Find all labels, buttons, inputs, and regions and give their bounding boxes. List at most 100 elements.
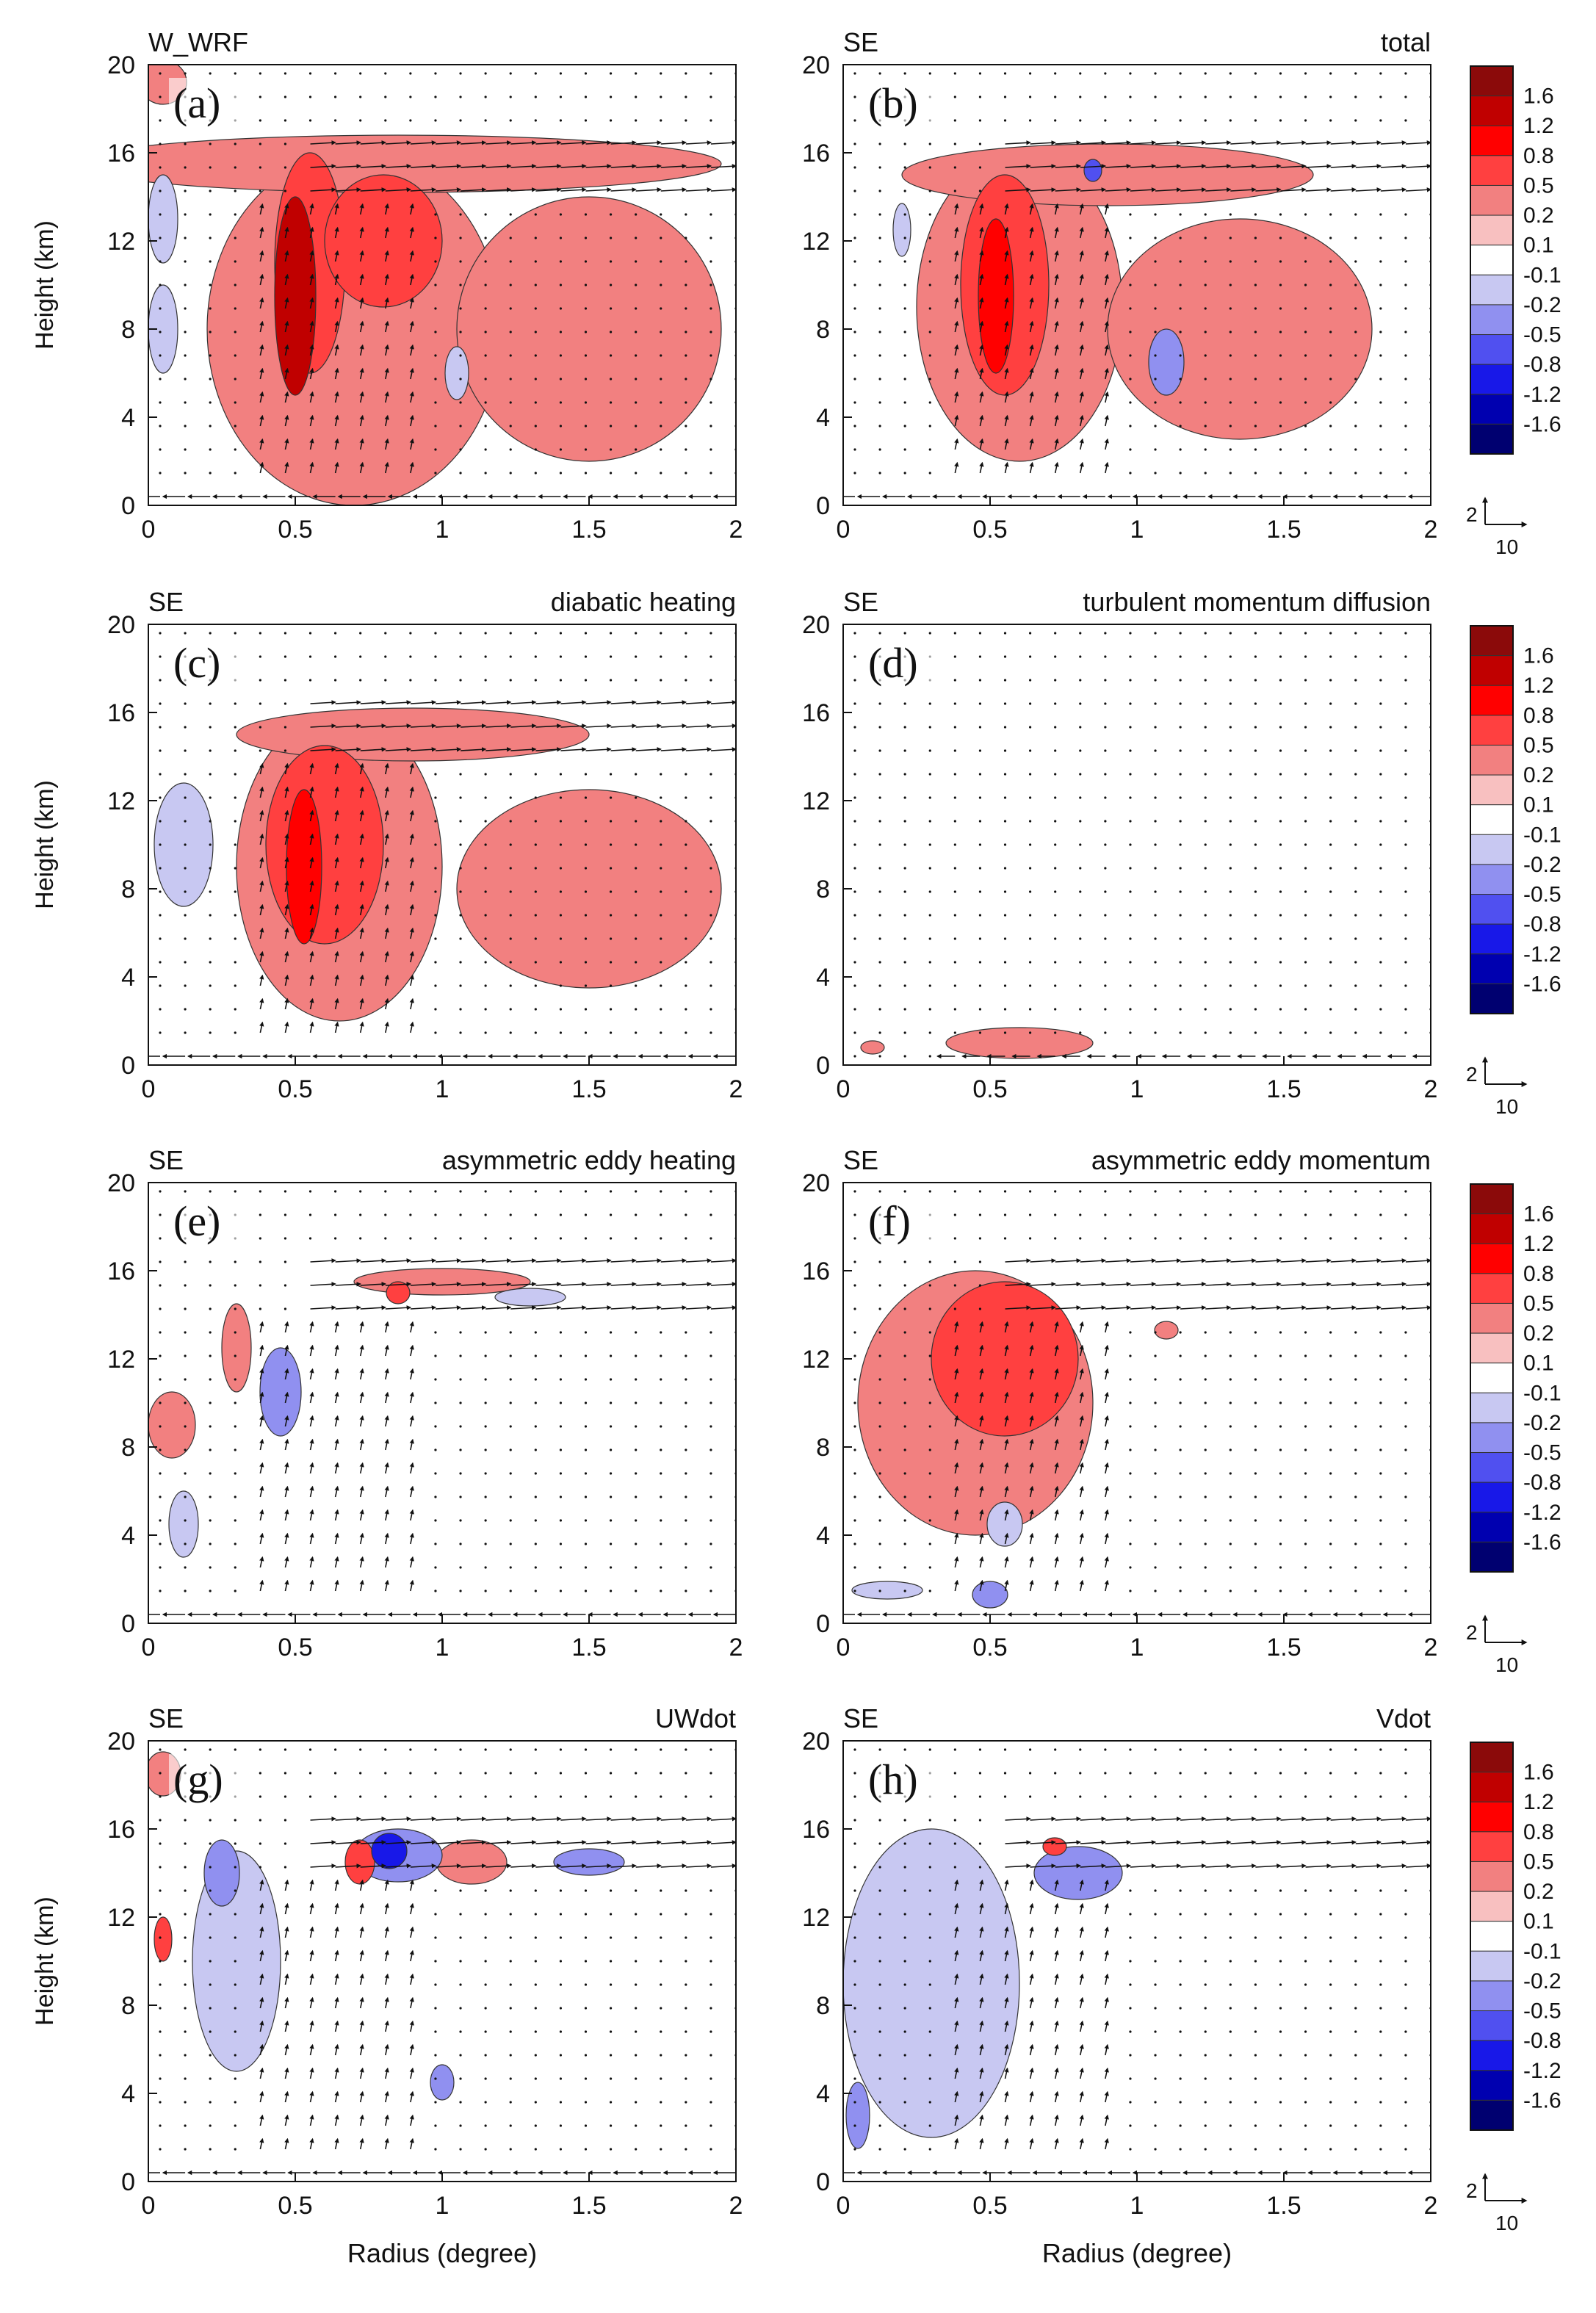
vector-dot xyxy=(1229,119,1232,122)
vector-arrow xyxy=(384,1556,389,1568)
vector-arrow xyxy=(1054,1368,1059,1380)
vector-dot xyxy=(1154,1237,1157,1240)
vector-dot xyxy=(1329,1495,1332,1498)
y-tick-label: 4 xyxy=(121,2080,135,2108)
x-tick-label: 0 xyxy=(142,2192,156,2220)
vector-dot xyxy=(609,213,613,216)
vector-arrow xyxy=(284,1926,289,1938)
vector-dot xyxy=(928,1284,931,1287)
vector-arrow xyxy=(259,1926,264,1938)
vector-arrow xyxy=(335,1816,361,1822)
vector-dot xyxy=(1329,702,1332,705)
vector-dot xyxy=(559,2077,562,2080)
vector-dot xyxy=(878,2007,881,2010)
vector-dot xyxy=(359,1190,362,1193)
vector-dot xyxy=(685,1472,687,1475)
vector-dot xyxy=(1404,1331,1407,1334)
vector-dot xyxy=(1154,820,1157,823)
vector-dot xyxy=(284,1772,287,1775)
vector-arrow xyxy=(284,297,289,309)
vector-dot xyxy=(685,1589,687,1592)
vector-dot xyxy=(1304,1913,1307,1916)
vector-arrow xyxy=(284,273,289,286)
vector-arrow xyxy=(284,1532,289,1545)
y-tick-label: 16 xyxy=(802,140,830,167)
vector-dot xyxy=(928,190,931,192)
vector-dot xyxy=(1404,843,1407,846)
colorbar-label: 0.5 xyxy=(1523,173,1554,198)
vector-arrow xyxy=(359,2067,364,2079)
y-tick-label: 20 xyxy=(802,1169,830,1197)
x-tick-label: 0.5 xyxy=(972,516,1007,544)
vector-dot xyxy=(559,632,562,635)
vector-arrow xyxy=(1029,203,1034,215)
vector-dot xyxy=(234,961,236,964)
vector-arrow xyxy=(259,1321,264,1333)
vector-dot xyxy=(1204,2030,1207,2033)
vector-dot xyxy=(1003,679,1007,682)
vector-arrow xyxy=(635,1282,662,1287)
vector-dot xyxy=(609,331,613,333)
vector-dot xyxy=(1229,2148,1232,2151)
vector-dot xyxy=(1329,632,1332,635)
vector-dot xyxy=(234,1913,236,1916)
ref-vertical-label: 2 xyxy=(1466,2179,1478,2202)
vector-dot xyxy=(509,1237,512,1240)
vector-dot xyxy=(184,914,187,917)
vector-dot xyxy=(928,749,931,752)
contour-region xyxy=(1042,1837,1067,1856)
vector-dot xyxy=(660,1213,662,1216)
vector-arrow xyxy=(685,140,712,145)
vector-dot xyxy=(1154,1960,1157,1963)
vector-dot xyxy=(559,2148,562,2151)
vector-arrow xyxy=(334,1926,339,1938)
vector-dot xyxy=(903,1866,906,1869)
vector-arrow xyxy=(1104,226,1109,239)
vector-dot xyxy=(159,1213,162,1216)
vector-arrow xyxy=(1255,1840,1282,1845)
vector-arrow xyxy=(410,164,437,169)
vector-dot xyxy=(559,472,562,474)
vector-dot xyxy=(1204,237,1207,239)
vector-dot xyxy=(1404,1748,1407,1751)
vector-arrow xyxy=(284,856,289,869)
vector-dot xyxy=(284,1795,287,1798)
vector-arrow xyxy=(360,1282,386,1287)
vector-arrow xyxy=(1005,1258,1031,1263)
vector-arrow xyxy=(1005,1816,1031,1822)
vector-arrow xyxy=(485,747,512,752)
vector-dot xyxy=(209,142,212,145)
vector-arrow xyxy=(1079,1556,1084,1568)
vector-dot xyxy=(709,843,712,846)
vector-dot xyxy=(234,1589,236,1592)
vector-dot xyxy=(853,2124,856,2127)
vector-dot xyxy=(1154,984,1157,987)
vector-dot xyxy=(1179,773,1182,776)
vector-dot xyxy=(878,702,881,705)
vector-arrow xyxy=(359,1879,364,1891)
vector-dot xyxy=(234,937,236,940)
vector-arrow xyxy=(1104,367,1109,380)
vector-dot xyxy=(1254,961,1257,964)
vector-dot xyxy=(1404,820,1407,823)
vector-dot xyxy=(509,1190,512,1193)
vector-arrow xyxy=(1029,438,1034,450)
vector-dot xyxy=(660,1031,662,1034)
vector-dot xyxy=(1129,119,1132,122)
vector-arrow xyxy=(259,344,264,356)
vector-arrow xyxy=(309,1391,314,1404)
vector-dot xyxy=(1003,796,1007,799)
colorbar-swatch xyxy=(1470,155,1514,186)
vector-dot xyxy=(459,1983,462,1986)
vector-dot xyxy=(928,1866,931,1869)
vector-arrow xyxy=(1305,1282,1332,1287)
vector-dot xyxy=(359,95,362,98)
vector-dot xyxy=(609,2124,613,2127)
vector-dot xyxy=(635,72,638,75)
vector-dot xyxy=(509,1472,512,1475)
vector-dot xyxy=(685,1190,687,1193)
vector-arrow xyxy=(1054,1485,1059,1498)
vector-arrow xyxy=(560,1816,587,1822)
vector-dot xyxy=(434,1237,437,1240)
